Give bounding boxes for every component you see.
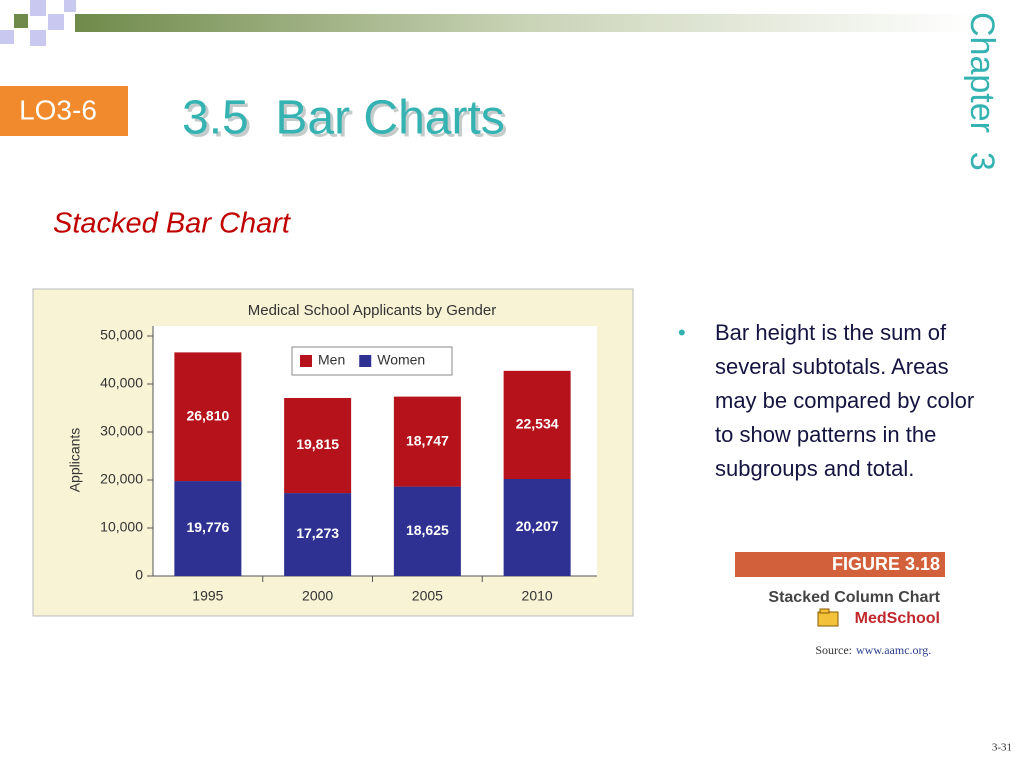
figure-caption: Stacked Column Chart: [768, 589, 940, 606]
slide-title: 3.5 Bar Charts: [182, 92, 505, 145]
y-tick-label: 30,000: [100, 423, 143, 439]
y-tick-label: 0: [135, 567, 143, 583]
bar-segment: [393, 396, 461, 487]
value-label: 20,207: [516, 518, 559, 534]
bar-segment: [503, 370, 571, 480]
lo-badge: LO3-6: [19, 94, 97, 125]
bar-segment: [174, 352, 242, 482]
top-bar: [75, 14, 975, 32]
value-label: 19,776: [186, 519, 229, 535]
chart: Medical School Applicants by Gender Appli…: [32, 288, 634, 617]
y-tick-label: 10,000: [100, 519, 143, 535]
figure-label: FIGURE 3.18: [832, 554, 940, 574]
figure-file: MedSchool: [855, 610, 940, 627]
bullet-dot: •: [678, 320, 686, 345]
bar-segment: [284, 397, 352, 494]
title-shadow: 3.5 Bar Charts: [185, 95, 508, 148]
legend-label: Women: [377, 352, 425, 368]
value-label: 26,810: [186, 407, 229, 423]
y-tick-label: 50,000: [100, 327, 143, 343]
value-label: 18,625: [406, 522, 449, 538]
bullet: • Bar height is the sum of several subtot…: [678, 316, 978, 486]
bullet-text: Bar height is the sum of several subtota…: [715, 320, 975, 481]
x-tick-label: 1995: [192, 588, 223, 604]
lo-badge-box: [0, 86, 128, 136]
x-tick-label: 2005: [412, 588, 443, 604]
y-tick-label: 40,000: [100, 375, 143, 391]
source-url: www.aamc.org.: [856, 643, 931, 657]
value-label: 22,534: [516, 416, 559, 432]
value-label: 18,747: [406, 432, 449, 448]
legend-box: [291, 346, 453, 376]
figure-label-box: [735, 552, 945, 577]
chapter-label: Chapter 3: [963, 12, 1001, 171]
y-tick-label: 20,000: [100, 471, 143, 487]
subtitle: Stacked Bar Chart: [53, 208, 292, 240]
y-axis-label: Applicants: [67, 428, 83, 493]
x-tick-label: 2000: [302, 588, 333, 604]
page-number: 3-31: [992, 742, 1012, 754]
legend-swatch: [359, 355, 372, 367]
legend-label: Men: [318, 352, 345, 368]
x-tick-label: 2010: [522, 588, 553, 604]
legend-swatch: [300, 355, 312, 367]
bar-segment: [174, 481, 242, 576]
value-label: 17,273: [296, 525, 339, 541]
bar-segment: [284, 493, 352, 576]
bar-segment: [393, 486, 461, 576]
source-label: Source:: [815, 643, 852, 657]
corner-squares: [0, 0, 76, 46]
bar-segment: [503, 479, 571, 576]
chart-title: Medical School Applicants by Gender: [248, 302, 496, 319]
value-label: 19,815: [296, 436, 339, 452]
folder-icon: [817, 608, 839, 627]
